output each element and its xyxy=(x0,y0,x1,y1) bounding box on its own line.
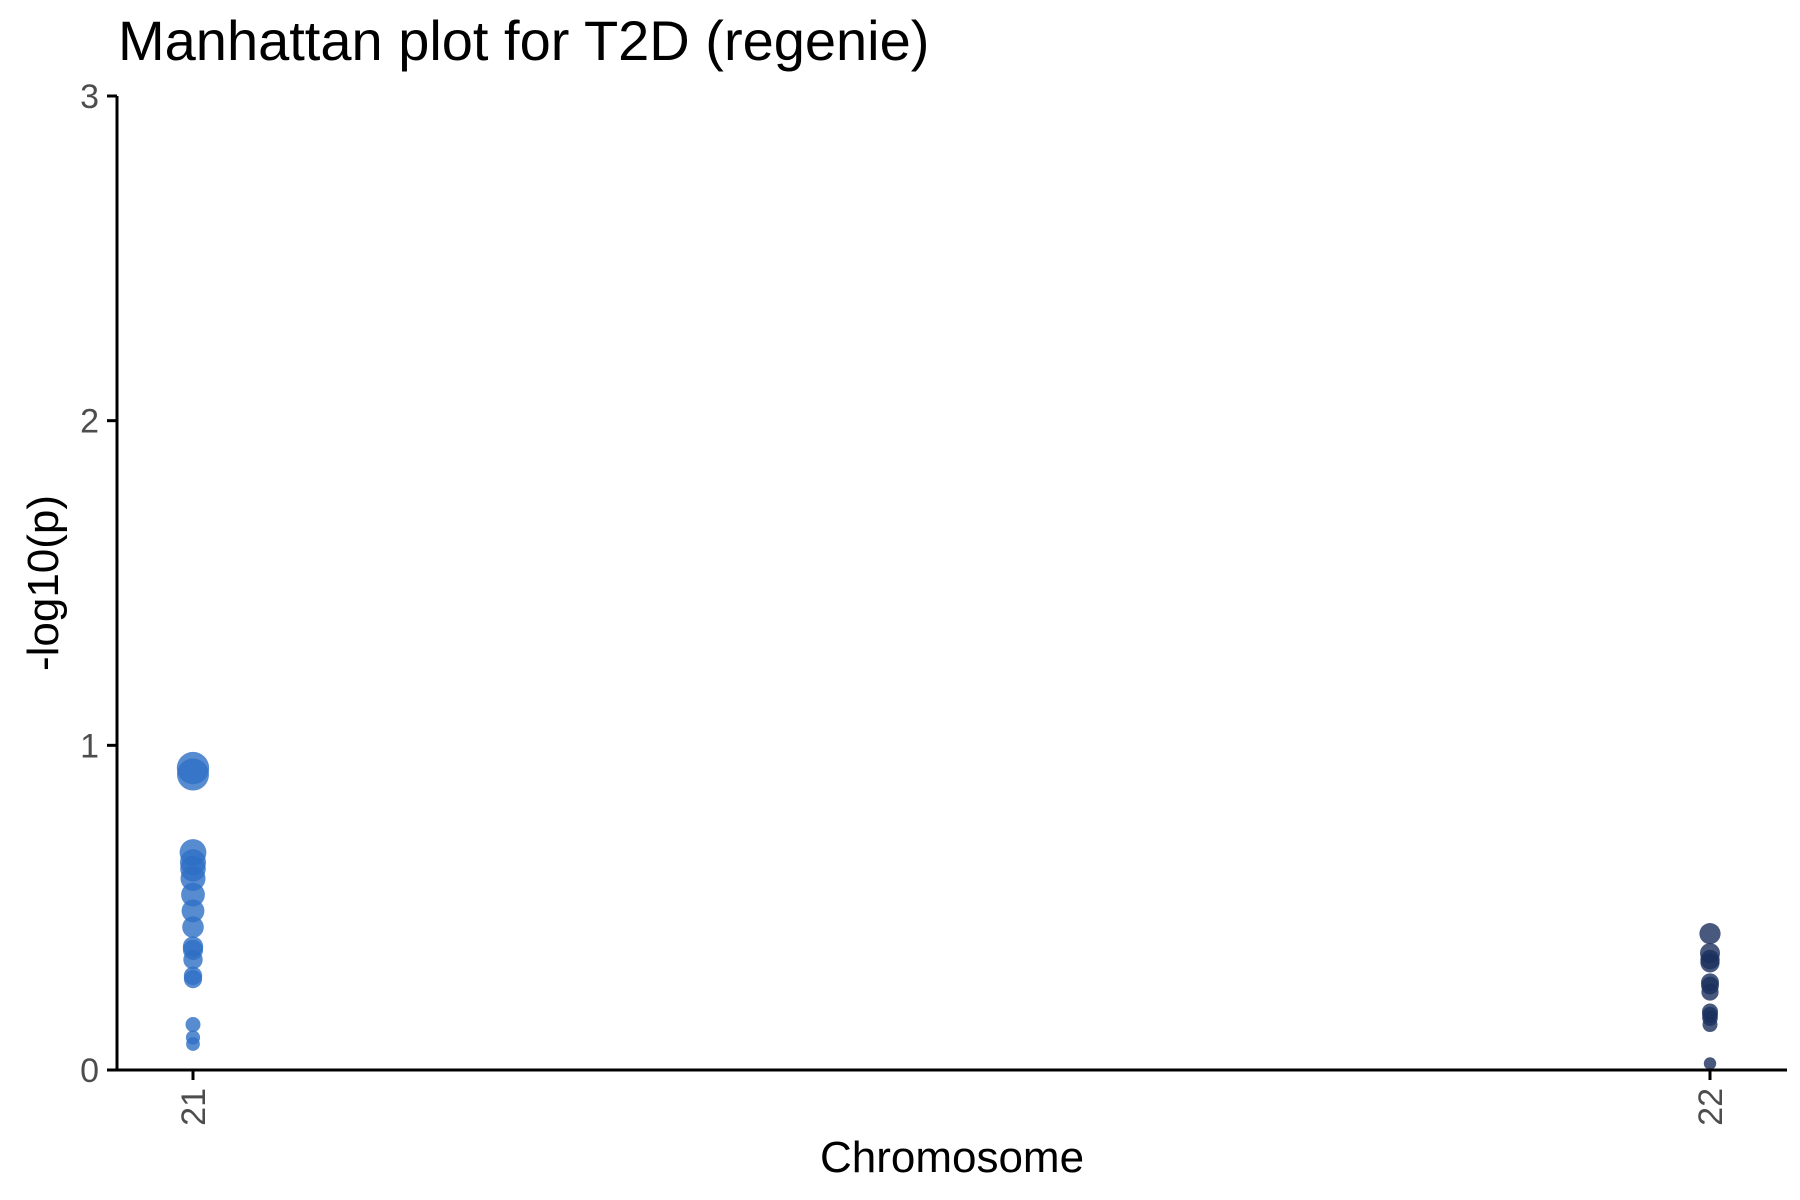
data-point-chr21 xyxy=(181,882,205,907)
y-axis-ticks: 0 1 2 3 xyxy=(80,78,117,1090)
y-axis-title: -log10(p) xyxy=(19,495,68,671)
data-point-chr22 xyxy=(1703,1057,1717,1070)
y-tick-label: 0 xyxy=(80,1052,99,1090)
data-point-chr21 xyxy=(183,969,203,989)
y-tick-label: 2 xyxy=(80,403,99,441)
chart-title: Manhattan plot for T2D (regenie) xyxy=(118,9,929,72)
y-tick-label: 1 xyxy=(80,727,99,765)
data-point-chr21 xyxy=(177,758,209,791)
data-point-chr22 xyxy=(1701,983,1719,1001)
data-point-chr21 xyxy=(182,916,204,938)
data-point-chr22 xyxy=(1699,923,1721,945)
data-point-chr22 xyxy=(1700,953,1720,973)
plot-points xyxy=(176,751,1721,1070)
x-axis-ticks: 21 22 xyxy=(175,1070,1730,1126)
data-point-chr21 xyxy=(183,949,203,970)
data-point-chr21 xyxy=(185,1017,201,1033)
x-axis-title: Chromosome xyxy=(820,1133,1084,1182)
x-tick-label: 21 xyxy=(175,1088,213,1126)
x-tick-label: 22 xyxy=(1692,1088,1730,1126)
y-tick-label: 3 xyxy=(80,78,99,116)
data-point-chr21 xyxy=(186,1037,200,1051)
data-point-chr21 xyxy=(181,899,205,923)
data-point-chr22 xyxy=(1702,1017,1718,1033)
